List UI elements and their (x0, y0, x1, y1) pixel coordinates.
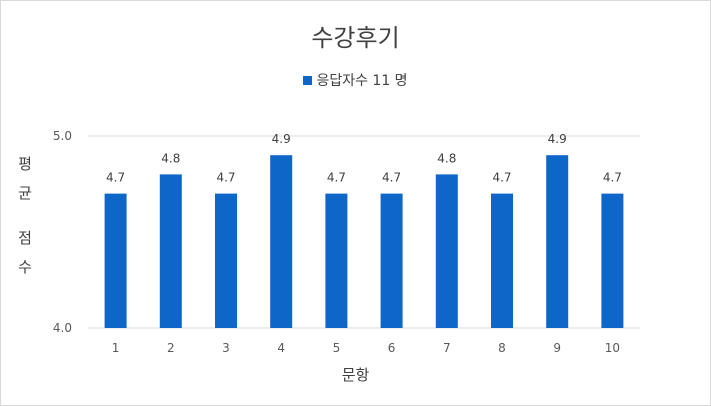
bar (601, 193, 624, 328)
y-axis-label-char: 평 (18, 155, 32, 173)
x-axis-label: 문항 (341, 366, 370, 384)
data-label: 4.9 (548, 132, 567, 146)
data-label: 4.7 (382, 171, 401, 185)
legend: 응답자수 11 명 (0, 70, 711, 90)
x-tick-label: 4 (277, 341, 285, 355)
y-axis-label-char: 균 (18, 184, 32, 202)
y-axis-label-char: 수 (18, 258, 32, 276)
bar (435, 174, 458, 328)
bar (491, 193, 513, 328)
bar (325, 193, 348, 328)
bar (104, 193, 127, 328)
x-tick-label: 5 (333, 341, 341, 355)
data-label: 4.7 (603, 171, 622, 185)
bar (270, 155, 293, 328)
bar (159, 174, 182, 328)
y-axis-label: 평 균 점 수 (14, 150, 36, 282)
data-label: 4.8 (437, 151, 456, 165)
data-label: 4.7 (327, 171, 346, 185)
x-tick-label: 2 (167, 341, 175, 355)
x-tick-label: 3 (222, 341, 230, 355)
chart-title: 수강후기 (311, 24, 400, 52)
bar (546, 155, 569, 328)
x-tick-label: 1 (112, 341, 120, 355)
legend-label: 응답자수 11 명 (316, 73, 408, 89)
x-tick-label: 10 (605, 341, 620, 355)
y-tick-label: 4.0 (53, 321, 72, 335)
y-axis-label-char: 점 (18, 229, 32, 247)
data-label: 4.9 (272, 132, 291, 146)
x-tick-label: 8 (498, 341, 506, 355)
data-label: 4.7 (492, 171, 511, 185)
y-tick-label: 5.0 (53, 129, 72, 143)
legend-swatch (303, 76, 313, 85)
x-tick-label: 7 (443, 341, 451, 355)
bar (215, 193, 237, 328)
x-tick-label: 9 (553, 341, 561, 355)
data-label: 4.7 (216, 171, 235, 185)
bar (380, 193, 403, 328)
x-tick-label: 6 (388, 341, 396, 355)
data-label: 4.8 (161, 151, 180, 165)
data-label: 4.7 (106, 171, 125, 185)
